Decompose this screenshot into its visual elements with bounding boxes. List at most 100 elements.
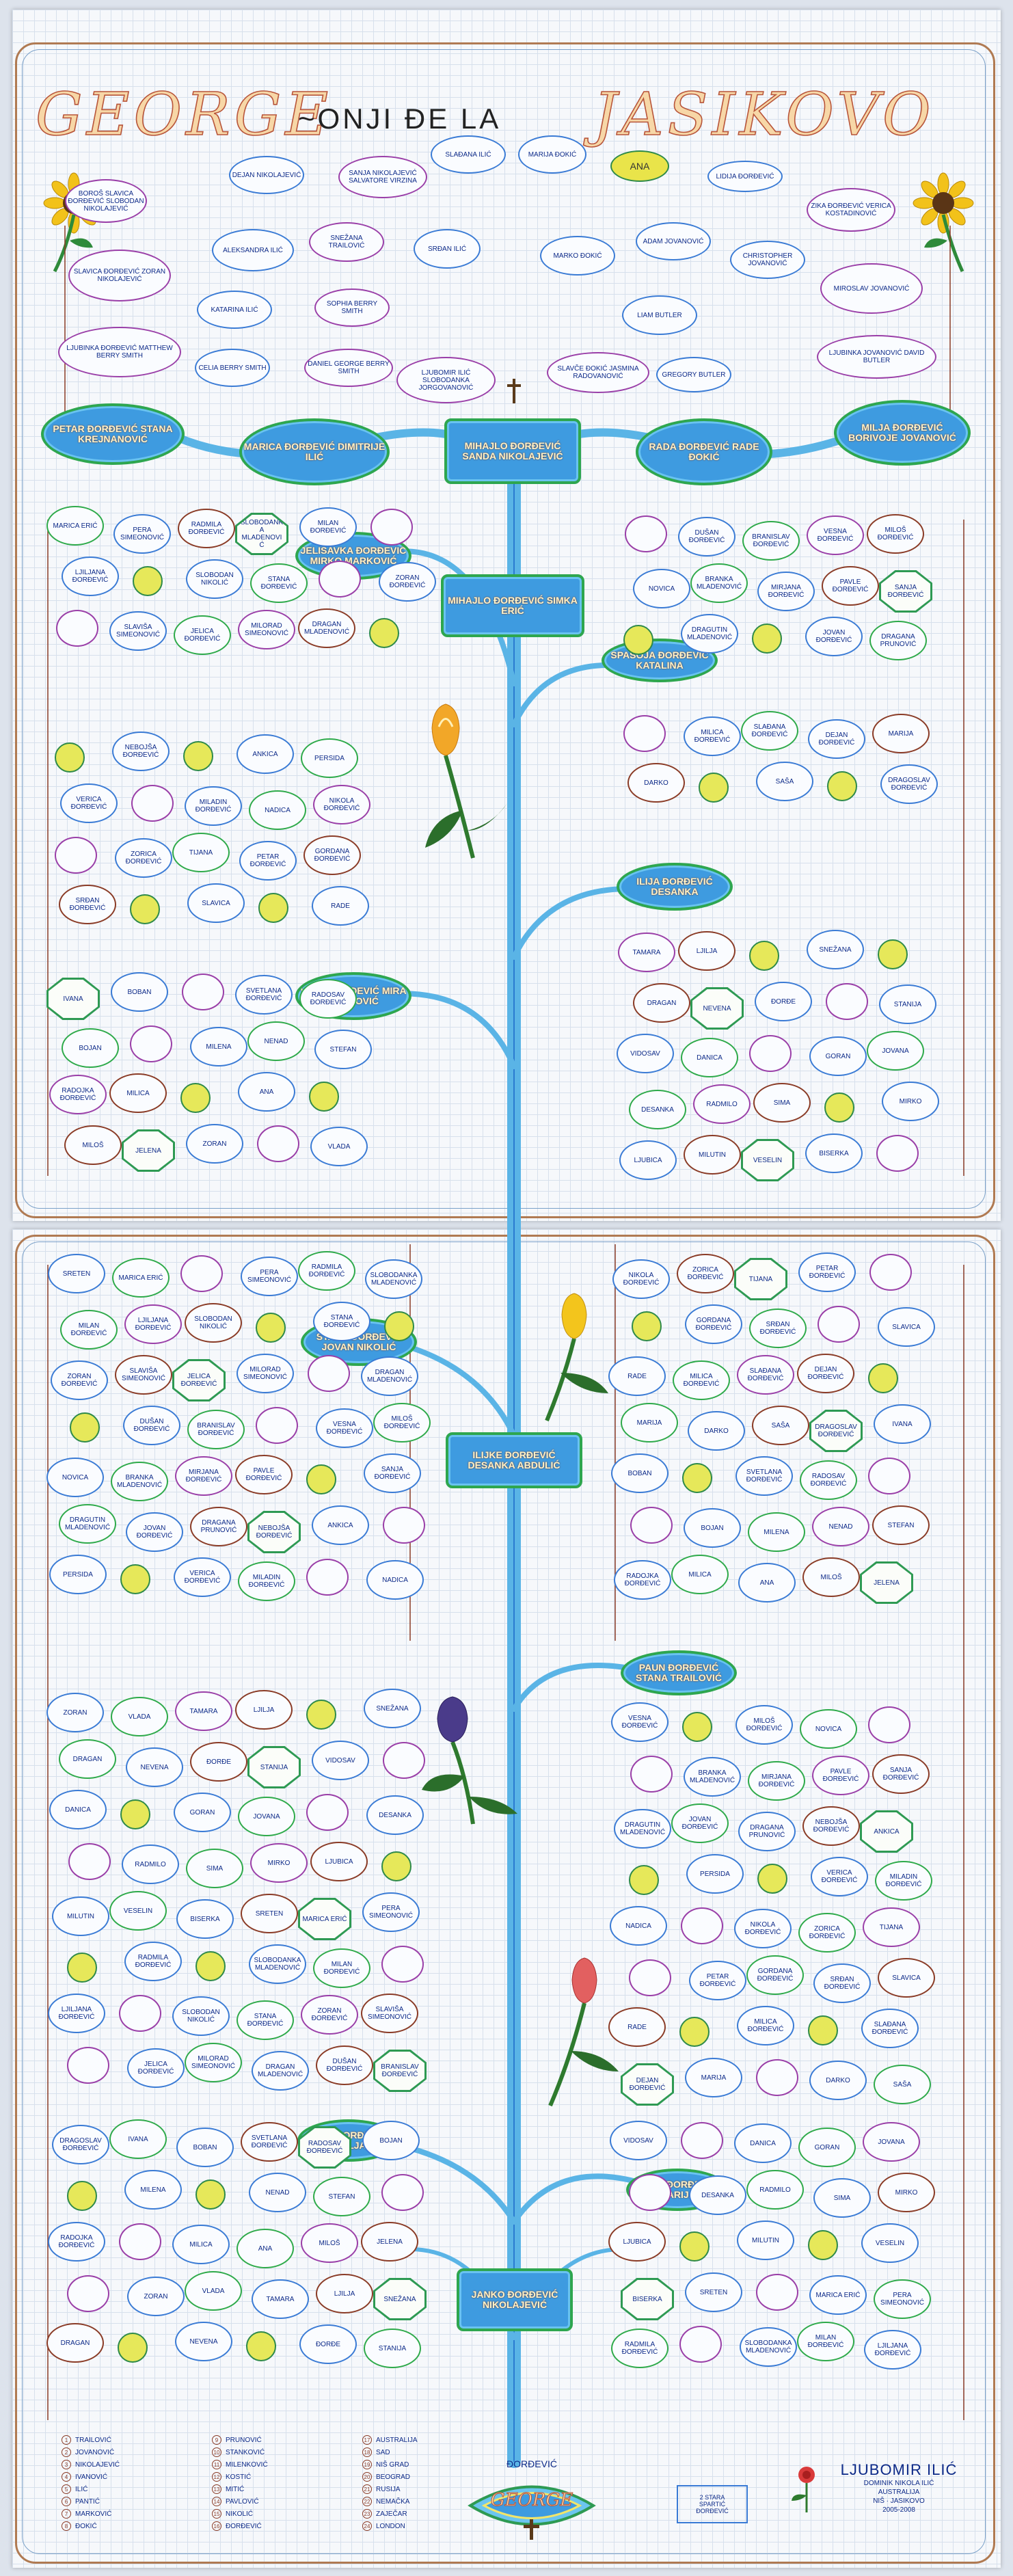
person-name: ANKICA xyxy=(862,1812,911,1851)
empty-person-node xyxy=(756,2274,798,2311)
person-node: SRĐAN ILIĆ xyxy=(414,229,481,269)
person-node: DANICA xyxy=(734,2123,792,2163)
person-node: DRAGANA PRUNOVIĆ xyxy=(190,1507,247,1546)
person-node: MILICA xyxy=(172,2225,230,2264)
person-node: DRAGUTIN MLADENOVIĆ xyxy=(59,1504,116,1544)
person-node: STANIJA xyxy=(247,1746,301,1788)
person-node: SLOBODAN NIKOLIĆ xyxy=(186,559,243,599)
author-line-3: NIŠ · JASIKOVO xyxy=(873,2497,925,2505)
person-node: SVETLANA ĐORĐEVIĆ xyxy=(241,2122,298,2162)
person-node: ZORICA ĐORĐEVIĆ xyxy=(798,1913,856,1953)
marker-circle xyxy=(808,2230,838,2260)
person-node: BRANISLAV ĐORĐEVIĆ xyxy=(187,1410,245,1449)
author-block: LJUBOMIR ILIĆ DOMINIK NIKOLA ILIĆ AUSTRA… xyxy=(830,2461,967,2564)
person-node: STANIJA xyxy=(879,984,936,1024)
person-node: VESNA ĐORĐEVIĆ xyxy=(316,1408,373,1448)
person-node: PERSIDA xyxy=(301,738,358,778)
person-node: LJUBICA xyxy=(310,1842,368,1881)
legend-label: ZAJEČAR xyxy=(376,2510,407,2518)
legend-label: NIKOLIĆ xyxy=(226,2510,254,2518)
person-node: MILUTIN xyxy=(684,1135,741,1175)
person-node: LJUBINKA ĐORĐEVIĆ MATTHEW BERRY SMITH xyxy=(58,327,181,377)
rose-icon xyxy=(792,2467,815,2512)
marker-circle xyxy=(679,2231,710,2262)
empty-person-node xyxy=(868,1458,910,1494)
person-node: LJUBINKA JOVANOVIĆ DAVID BUTLER xyxy=(817,335,936,379)
person-node: DRAGOSLAV ĐORĐEVIĆ xyxy=(809,1410,863,1452)
person-node: STANIJA xyxy=(364,2329,421,2368)
person-node: MILICA ĐORĐEVIĆ xyxy=(737,2006,794,2045)
person-node: BRANISLAV ĐORĐEVIĆ xyxy=(373,2050,427,2092)
empty-person-node xyxy=(55,837,97,874)
empty-person-node xyxy=(180,1255,223,1292)
person-node: ĐORĐE xyxy=(299,2324,357,2364)
person-node: GORDANA ĐORĐEVIĆ xyxy=(746,1955,804,1995)
person-node: MARIJA xyxy=(872,714,930,753)
person-name: VESELIN xyxy=(743,1141,792,1179)
person-node: ANA xyxy=(738,1563,796,1602)
person-node: JELENA xyxy=(860,1561,913,1604)
person-node: RADMILO xyxy=(746,2170,804,2210)
person-node: SLAĐANA ILIĆ xyxy=(431,135,506,174)
couple-rada-rade: RADA ĐORĐEVIĆ RADE ĐOKIĆ xyxy=(636,418,772,485)
person-node: DRAGAN MLADENOVIĆ xyxy=(252,2051,309,2091)
person-node: DESANKA xyxy=(689,2175,746,2215)
person-node: SIMA xyxy=(186,1849,243,1888)
person-node: PETAR ĐORĐEVIĆ xyxy=(798,1252,856,1292)
person-name: JELENA xyxy=(862,1564,911,1602)
empty-person-node xyxy=(681,1907,723,1944)
person-node: ZORICA ĐORĐEVIĆ xyxy=(115,838,172,878)
person-node: IVANA xyxy=(874,1404,931,1444)
empty-person-node xyxy=(370,509,413,546)
person-node: SLAĐANA ĐORĐEVIĆ xyxy=(737,1355,794,1395)
person-node: RADOJKA ĐORĐEVIĆ xyxy=(49,1075,107,1114)
person-node: NOVICA xyxy=(633,569,690,608)
author-name: LJUBOMIR ILIĆ xyxy=(840,2461,958,2478)
person-node: ANKICA xyxy=(860,1810,913,1853)
marker-circle xyxy=(120,1564,150,1594)
person-node: SLAVIŠA SIMEONOVIĆ xyxy=(361,1994,418,2033)
person-node: JELENA xyxy=(122,1129,175,1172)
legend-item: 3 NIKOLAJEVIĆ xyxy=(62,2458,205,2471)
legend-column: 1 TRAILOVIĆ 2 JOVANOVIĆ 3 NIKOLAJEVIĆ 4 IVANOVI… xyxy=(62,2434,205,2532)
person-node: SRĐAN ĐORĐEVIĆ xyxy=(59,885,116,924)
person-node: ĐORĐE xyxy=(190,1742,247,1782)
legend-label: TRAILOVIĆ xyxy=(75,2436,111,2444)
couple-janko: JANKO ĐORĐEVIĆ NIKOLAJEVIĆ xyxy=(457,2268,573,2331)
tulip-orange-icon xyxy=(425,703,507,859)
empty-person-node xyxy=(383,1507,425,1544)
person-node: LJILJA xyxy=(235,1690,293,1730)
person-node: SLOBODANKA MLADENOVIĆ xyxy=(740,2327,797,2367)
person-node: TAMARA xyxy=(175,1691,232,1731)
legend-item: 1 TRAILOVIĆ xyxy=(62,2434,205,2446)
person-node: SNEŽANA xyxy=(373,2278,427,2320)
person-node: VESNA ĐORĐEVIĆ xyxy=(611,1702,668,1742)
person-node: TIJANA xyxy=(734,1258,787,1300)
person-node: PERSIDA xyxy=(49,1555,107,1594)
person-node: MIRJANA ĐORĐEVIĆ xyxy=(757,572,815,611)
person-node: MIRKO xyxy=(250,1843,308,1883)
legend-number: 21 xyxy=(362,2484,372,2494)
legend-label: NEMAČKA xyxy=(376,2497,410,2506)
person-node: NOVICA xyxy=(800,1709,857,1749)
empty-person-node xyxy=(623,715,666,752)
person-node: DANICA xyxy=(49,1790,107,1829)
person-name: STANIJA xyxy=(249,1748,299,1786)
empty-person-node xyxy=(119,2223,161,2260)
couple-ilijke-desanka: ILIJKE ĐORĐEVIĆ DESANKA ABDULIĆ xyxy=(446,1432,582,1488)
empty-person-node xyxy=(131,785,174,822)
empty-person-node xyxy=(67,2275,109,2312)
person-node: MILENA xyxy=(190,1027,247,1066)
legend-label: AUSTRALIJA xyxy=(376,2436,418,2444)
person-node: ZORAN ĐORĐEVIĆ xyxy=(301,1995,358,2035)
person-node: NADICA xyxy=(249,790,306,830)
tulip-red-icon xyxy=(548,1957,619,2107)
couple-mihajlo-simka: MIHAJLO ĐORĐEVIĆ SIMKA ERIĆ xyxy=(441,574,584,637)
person-node: BOBAN xyxy=(611,1453,668,1493)
legend-number: 6 xyxy=(62,2497,71,2506)
person-name: BRANISLAV ĐORĐEVIĆ xyxy=(375,2052,424,2090)
person-node: RADOSAV ĐORĐEVIĆ xyxy=(298,2126,351,2169)
person-node: PETAR ĐORĐEVIĆ xyxy=(239,841,297,881)
person-node: JOVAN ĐORĐEVIĆ xyxy=(126,1512,183,1552)
person-node: BISERKA xyxy=(805,1133,863,1173)
